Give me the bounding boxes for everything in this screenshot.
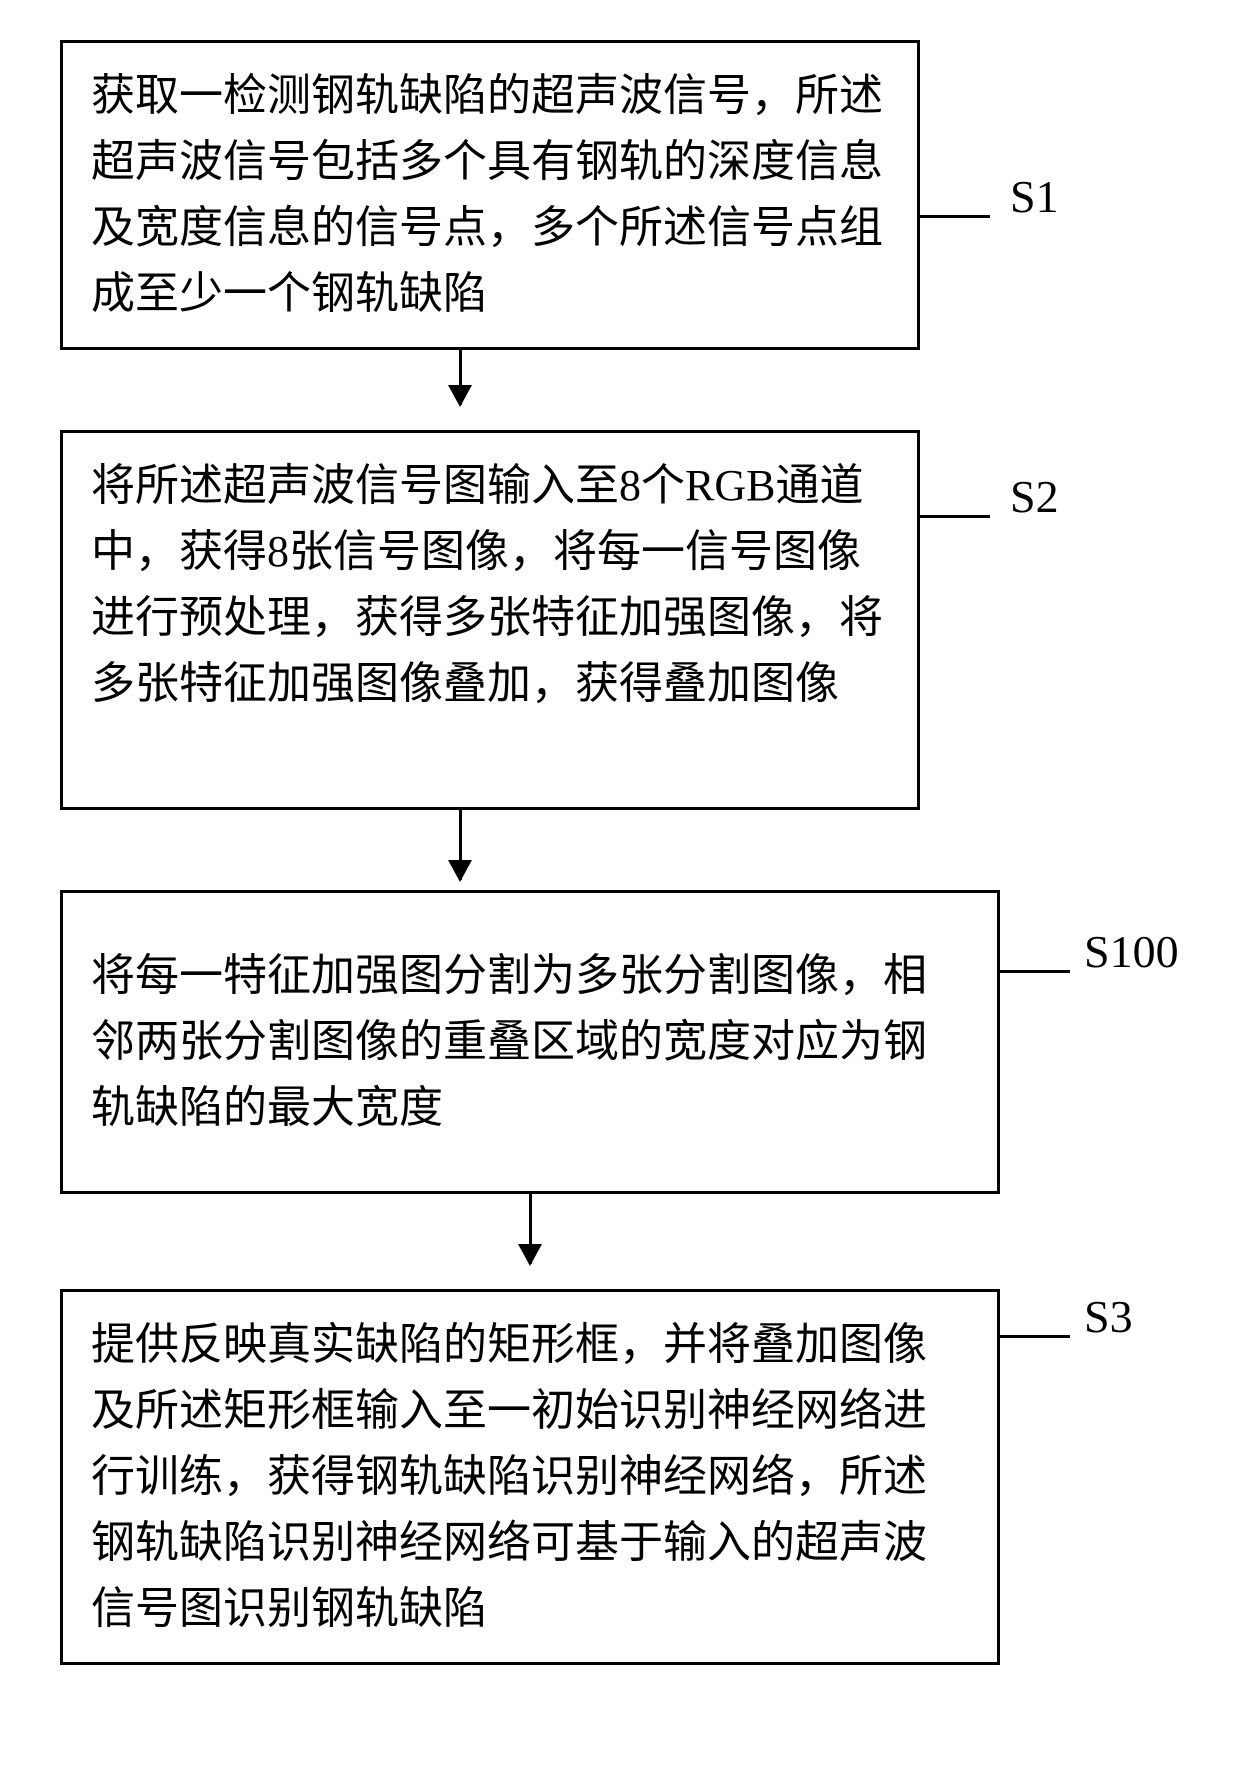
step-text-s1: 获取一检测钢轨缺陷的超声波信号，所述超声波信号包括多个具有钢轨的深度信息及宽度信… [91, 71, 883, 318]
flowchart-container: 获取一检测钢轨缺陷的超声波信号，所述超声波信号包括多个具有钢轨的深度信息及宽度信… [60, 40, 1180, 1665]
step-box-s100: 将每一特征加强图分割为多张分割图像，相邻两张分割图像的重叠区域的宽度对应为钢轨缺… [60, 890, 1000, 1194]
arrow-s2-s100 [60, 810, 920, 890]
connector-s3 [1000, 1335, 1070, 1338]
step-box-s2: 将所述超声波信号图输入至8个RGB通道中，获得8张信号图像，将每一信号图像进行预… [60, 430, 920, 810]
connector-s2 [920, 515, 990, 518]
connector-s1 [920, 215, 990, 218]
connector-s100 [1000, 970, 1070, 973]
step-text-s100: 将每一特征加强图分割为多张分割图像，相邻两张分割图像的重叠区域的宽度对应为钢轨缺… [91, 951, 927, 1132]
arrow-s1-s2 [60, 350, 920, 430]
step-box-s1: 获取一检测钢轨缺陷的超声波信号，所述超声波信号包括多个具有钢轨的深度信息及宽度信… [60, 40, 920, 350]
label-s3: S3 [1084, 1290, 1133, 1343]
label-s100: S100 [1084, 925, 1179, 978]
arrow-s100-s3 [60, 1194, 1000, 1289]
label-s1: S1 [1010, 170, 1059, 223]
step-text-s3: 提供反映真实缺陷的矩形框，并将叠加图像及所述矩形框输入至一初始识别神经网络进行训… [91, 1320, 927, 1633]
label-s2: S2 [1010, 470, 1059, 523]
step-box-s3: 提供反映真实缺陷的矩形框，并将叠加图像及所述矩形框输入至一初始识别神经网络进行训… [60, 1289, 1000, 1665]
step-text-s2: 将所述超声波信号图输入至8个RGB通道中，获得8张信号图像，将每一信号图像进行预… [91, 461, 883, 708]
